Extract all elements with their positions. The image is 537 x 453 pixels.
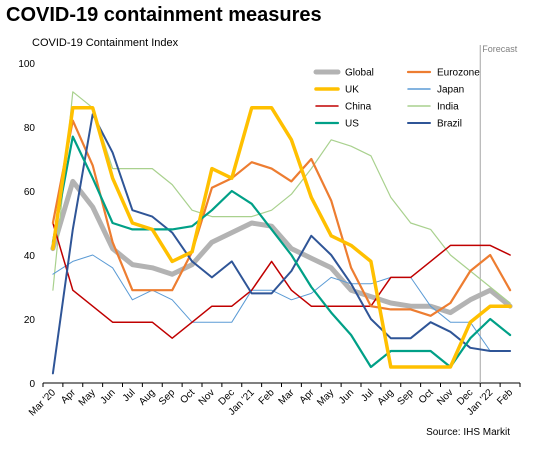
y-tick-label: 60 — [24, 187, 36, 198]
legend-label-us: US — [345, 119, 359, 130]
x-tick-label: Oct — [178, 387, 197, 406]
y-tick-label: 80 — [24, 123, 36, 134]
x-tick-label: Jun — [99, 387, 118, 406]
series-line-china — [52, 222, 511, 339]
x-tick-label: Sep — [157, 387, 178, 408]
x-tick-label: Apr — [59, 387, 78, 406]
series-line-global — [50, 178, 513, 316]
x-tick-label: May — [315, 387, 336, 408]
chart-subtitle: COVID-19 Containment Index — [32, 37, 179, 49]
x-tick-label: Aug — [376, 387, 396, 407]
x-tick-label: Oct — [417, 387, 436, 406]
series-line-japan — [52, 254, 511, 352]
page-title: COVID-19 containment measures — [6, 4, 322, 26]
series-line-india — [52, 91, 511, 304]
x-tick-label: Jun — [337, 387, 356, 406]
forecast-label: Forecast — [482, 44, 518, 54]
legend-label-eurozone: Eurozone — [437, 68, 480, 79]
x-tick-label: Mar '20 — [27, 387, 58, 418]
x-tick-label: Mar — [277, 387, 297, 407]
chart-legend: Global Eurozone UK Japan China India US Brazil — [313, 68, 480, 130]
legend-label-india: India — [437, 102, 459, 113]
series-line-uk — [51, 106, 512, 369]
x-tick-label: Feb — [495, 387, 515, 407]
x-tick-label: Nov — [197, 387, 217, 407]
x-tick-label: Nov — [435, 387, 455, 407]
x-tick-label: Jul — [359, 387, 376, 404]
y-tick-label: 40 — [24, 251, 36, 262]
series-line-us — [51, 135, 512, 369]
x-tick-label: Apr — [298, 387, 317, 406]
x-tick-label: May — [77, 387, 98, 408]
legend-label-uk: UK — [345, 85, 359, 96]
forecast-marker: Forecast — [479, 44, 518, 383]
source-note: Source: IHS Markit — [426, 427, 510, 438]
y-tick-label: 0 — [29, 379, 35, 390]
x-tick-label: Sep — [395, 387, 416, 408]
x-tick-label: Jul — [121, 387, 138, 404]
legend-label-brazil: Brazil — [437, 119, 462, 130]
y-tick-label: 100 — [18, 59, 35, 70]
chart-series — [50, 91, 513, 375]
series-line-brazil — [51, 113, 512, 375]
legend-label-global: Global — [345, 68, 374, 79]
x-tick-label: Aug — [137, 387, 157, 407]
series-line-eurozone — [51, 119, 512, 317]
legend-label-china: China — [345, 102, 372, 113]
x-tick-label: Feb — [257, 387, 277, 407]
legend-label-japan: Japan — [437, 85, 464, 96]
y-tick-label: 20 — [24, 315, 36, 326]
y-axis-ticks: 0 20 40 60 80 100 — [18, 59, 35, 390]
